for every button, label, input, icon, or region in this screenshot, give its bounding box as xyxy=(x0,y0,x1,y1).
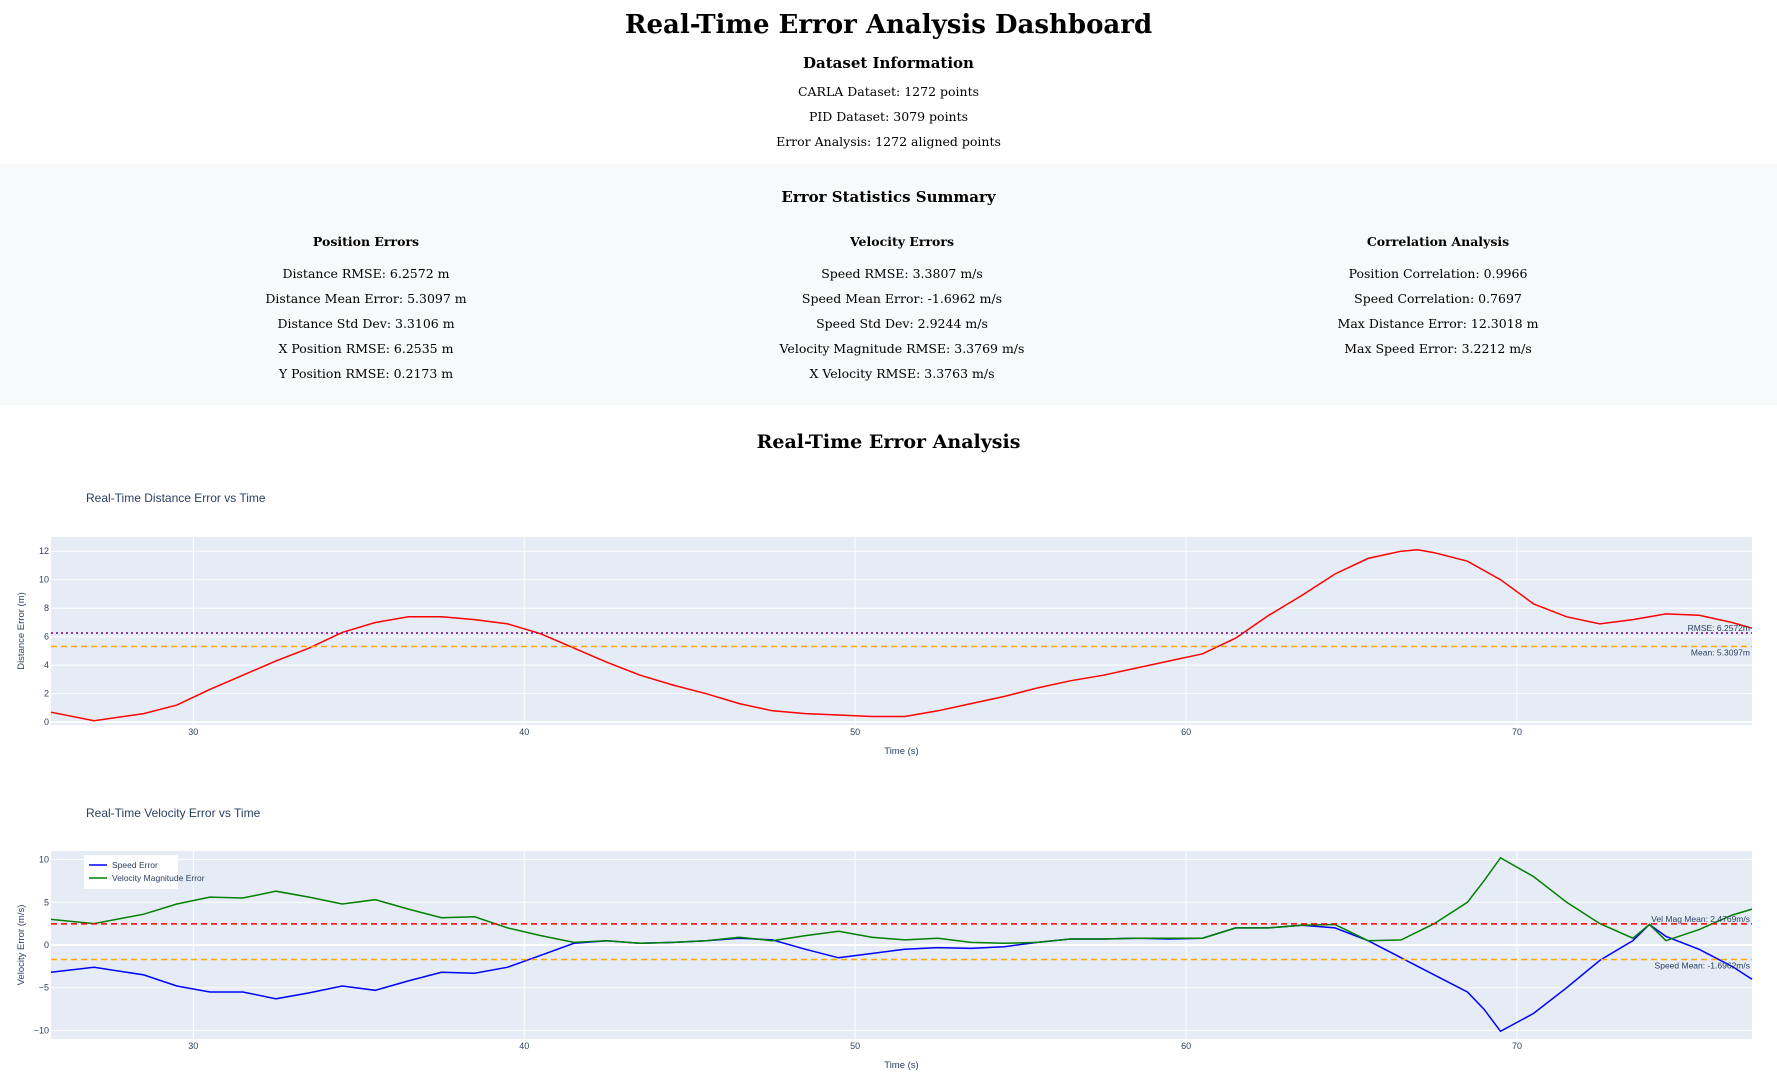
distance-error-line xyxy=(50,549,1753,722)
y-tick-label: 10 xyxy=(39,575,49,585)
x-tick-label: 40 xyxy=(519,727,529,737)
x-tick-label: 70 xyxy=(1512,727,1522,737)
legend: Speed Error Velocity Magnitude Error xyxy=(84,855,205,889)
column-heading: Velocity Errors xyxy=(850,234,954,249)
stat-item: Max Distance Error: 12.3018 m xyxy=(1337,316,1539,331)
x-tick-label: 70 xyxy=(1512,1041,1522,1051)
plot-area xyxy=(51,537,1752,725)
x-tick-label: 30 xyxy=(188,1041,198,1051)
y-axis-label: Distance Error (m) xyxy=(16,592,27,670)
dashboard-title: Real-Time Error Analysis Dashboard xyxy=(624,10,1153,40)
y-tick-label: 0 xyxy=(44,940,49,950)
x-tick-label: 60 xyxy=(1181,727,1191,737)
speed-error-line xyxy=(50,923,1753,1033)
stat-item: Distance RMSE: 6.2572 m xyxy=(282,266,450,281)
y-tick-label: 4 xyxy=(44,660,49,670)
dataset-line-carla: CARLA Dataset: 1272 points xyxy=(797,84,980,99)
stats-title: Error Statistics Summary xyxy=(781,188,996,206)
reference-line-label: Speed Mean: -1.6962m/s xyxy=(1655,960,1750,970)
dataset-info-title: Dataset Information xyxy=(803,54,974,72)
position-errors-column: Position Errors Distance RMSE: 6.2572 m … xyxy=(156,234,576,386)
x-axis-label: Time (s) xyxy=(884,1060,918,1071)
legend-label: Velocity Magnitude Error xyxy=(112,873,205,883)
stat-item: X Position RMSE: 6.2535 m xyxy=(278,341,454,356)
stat-item: Distance Mean Error: 5.3097 m xyxy=(265,291,467,306)
y-axis-label: Velocity Error (m/s) xyxy=(16,905,27,986)
x-tick-label: 30 xyxy=(188,727,198,737)
stats-panel: Error Statistics Summary Position Errors… xyxy=(0,164,1777,405)
reference-line-label: Mean: 5.3097m xyxy=(1691,648,1750,658)
section-title: Real-Time Error Analysis xyxy=(756,431,1021,453)
y-tick-label: 5 xyxy=(44,897,49,907)
y-tick-label: 10 xyxy=(39,855,49,865)
y-tick-label: −10 xyxy=(34,1025,49,1035)
y-tick-label: 8 xyxy=(44,603,49,613)
velocity-magnitude-error-line xyxy=(50,856,1753,945)
reference-line-label: RMSE: 6.2572m xyxy=(1688,623,1750,633)
y-tick-label: −5 xyxy=(39,983,49,993)
chart-title: Real-Time Distance Error vs Time xyxy=(86,491,266,505)
stat-item: Position Correlation: 0.9966 xyxy=(1348,266,1528,281)
dataset-line-error: Error Analysis: 1272 aligned points xyxy=(776,134,1001,149)
reference-line-label: Vel Mag Mean: 2.4769m/s xyxy=(1651,914,1750,924)
x-tick-label: 50 xyxy=(850,1041,860,1051)
velocity-errors-column: Velocity Errors Speed RMSE: 3.3807 m/s S… xyxy=(692,234,1112,386)
stat-item: Speed Mean Error: -1.6962 m/s xyxy=(801,291,1003,306)
column-heading: Correlation Analysis xyxy=(1366,234,1510,249)
x-tick-label: 50 xyxy=(850,727,860,737)
legend-label: Speed Error xyxy=(112,860,158,870)
stat-item: Speed Correlation: 0.7697 xyxy=(1354,291,1522,306)
stat-item: Y Position RMSE: 0.2173 m xyxy=(278,366,454,381)
stat-item: Velocity Magnitude RMSE: 3.3769 m/s xyxy=(779,341,1025,356)
stat-item: Speed RMSE: 3.3807 m/s xyxy=(821,266,983,281)
x-axis-label: Time (s) xyxy=(884,746,918,757)
stat-item: X Velocity RMSE: 3.3763 m/s xyxy=(809,366,995,381)
dataset-line-pid: PID Dataset: 3079 points xyxy=(808,109,969,124)
y-tick-label: 0 xyxy=(44,717,49,727)
legend-box xyxy=(84,855,178,889)
x-tick-label: 40 xyxy=(519,1041,529,1051)
stat-item: Max Speed Error: 3.2212 m/s xyxy=(1344,341,1532,356)
stat-item: Speed Std Dev: 2.9244 m/s xyxy=(816,316,988,331)
column-heading: Position Errors xyxy=(312,234,420,249)
y-tick-label: 2 xyxy=(44,689,49,699)
chart-title: Real-Time Velocity Error vs Time xyxy=(86,806,261,820)
y-tick-label: 12 xyxy=(39,546,49,556)
correlation-column: Correlation Analysis Position Correlatio… xyxy=(1228,234,1648,361)
x-tick-label: 60 xyxy=(1181,1041,1191,1051)
stat-item: Distance Std Dev: 3.3106 m xyxy=(277,316,455,331)
y-tick-label: 6 xyxy=(44,632,49,642)
